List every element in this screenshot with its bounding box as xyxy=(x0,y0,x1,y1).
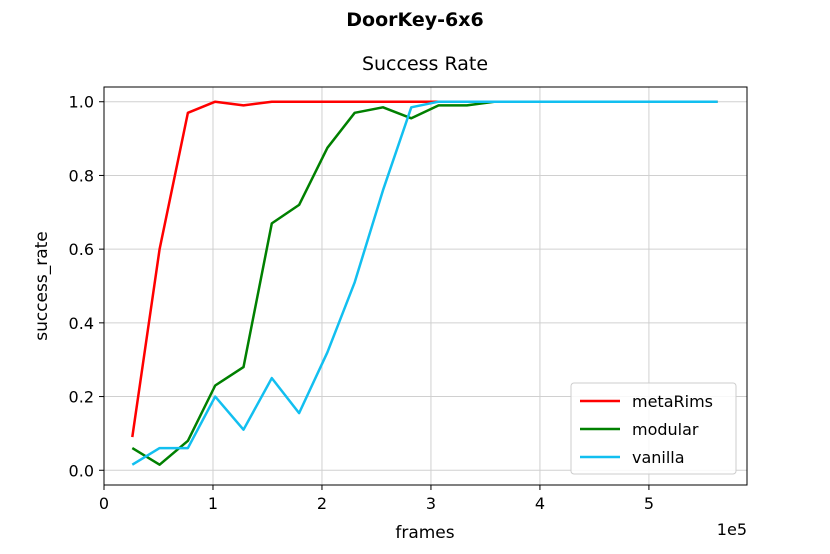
plot-frame xyxy=(103,86,748,486)
x-tick-label: 2 xyxy=(317,494,327,513)
y-tick-label: 0.4 xyxy=(69,314,94,333)
grid-lines xyxy=(103,87,747,485)
chart-title: Success Rate xyxy=(362,53,488,75)
figure-suptitle: DoorKey-6x6 xyxy=(346,9,484,31)
series-lines xyxy=(131,100,718,466)
x-tick-label: 1 xyxy=(208,494,218,513)
x-tick-label: 3 xyxy=(426,494,436,513)
x-offset-text: 1e5 xyxy=(717,520,747,539)
legend: metaRims modular vanilla xyxy=(570,382,737,475)
x-tick-label: 4 xyxy=(535,494,545,513)
y-tick-label: 0.2 xyxy=(69,388,94,407)
legend-frame xyxy=(570,382,737,475)
axis-ticks: 0 1 2 3 4 5 0.0 0.2 0.4 0.6 0.8 1.0 xyxy=(69,93,654,513)
y-axis-label: success_rate xyxy=(32,231,52,341)
legend-label-modular: modular xyxy=(632,420,699,439)
y-tick-label: 0.8 xyxy=(69,166,94,185)
y-tick-label: 0.0 xyxy=(69,461,94,480)
x-tick-label: 5 xyxy=(644,494,654,513)
x-axis-label: frames xyxy=(395,523,454,543)
y-tick-label: 1.0 xyxy=(69,93,94,112)
series-line-vanilla xyxy=(131,100,718,466)
y-tick-label: 0.6 xyxy=(69,240,94,259)
x-tick-label: 0 xyxy=(99,494,109,513)
legend-label-metaRims: metaRims xyxy=(632,392,713,411)
legend-label-vanilla: vanilla xyxy=(632,448,685,467)
